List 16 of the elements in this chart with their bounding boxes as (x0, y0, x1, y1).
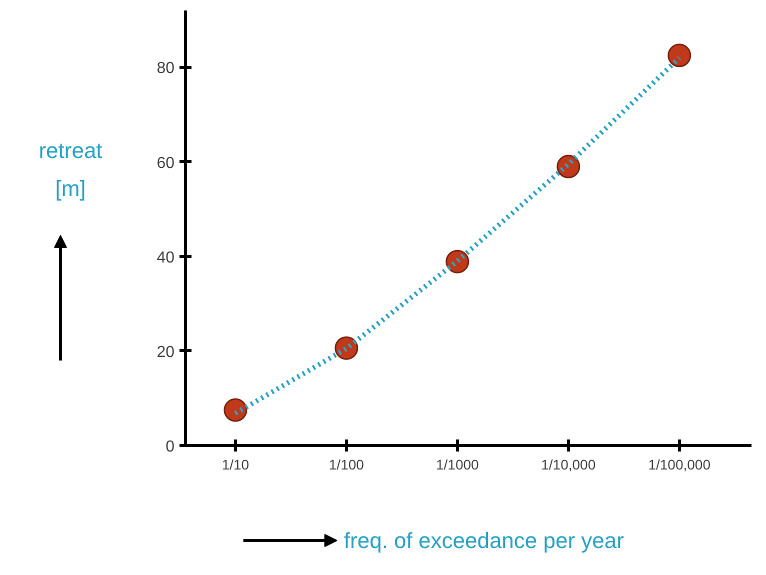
x-tick-label: 1/1000 (436, 456, 480, 472)
y-tick-label: 40 (156, 249, 175, 266)
point (224, 398, 248, 422)
point (556, 154, 580, 178)
x-tick-label: 1/10,000 (541, 456, 596, 472)
y-tick-label: 80 (156, 60, 175, 78)
point (668, 44, 692, 68)
y-tick-label: 20 (156, 344, 175, 361)
point (334, 336, 358, 360)
y-tick-label: 0 (166, 438, 175, 456)
x-axis-title: freq. of exceedance per year (344, 528, 624, 553)
x-tick-label: 1/100 (328, 456, 364, 472)
y-axis-title: retreat [m] (38, 138, 102, 201)
x-tick-label: 1/100,000 (648, 456, 711, 472)
y-tick-label: 60 (156, 154, 175, 172)
x-tick-label: 1/10 (222, 456, 250, 472)
